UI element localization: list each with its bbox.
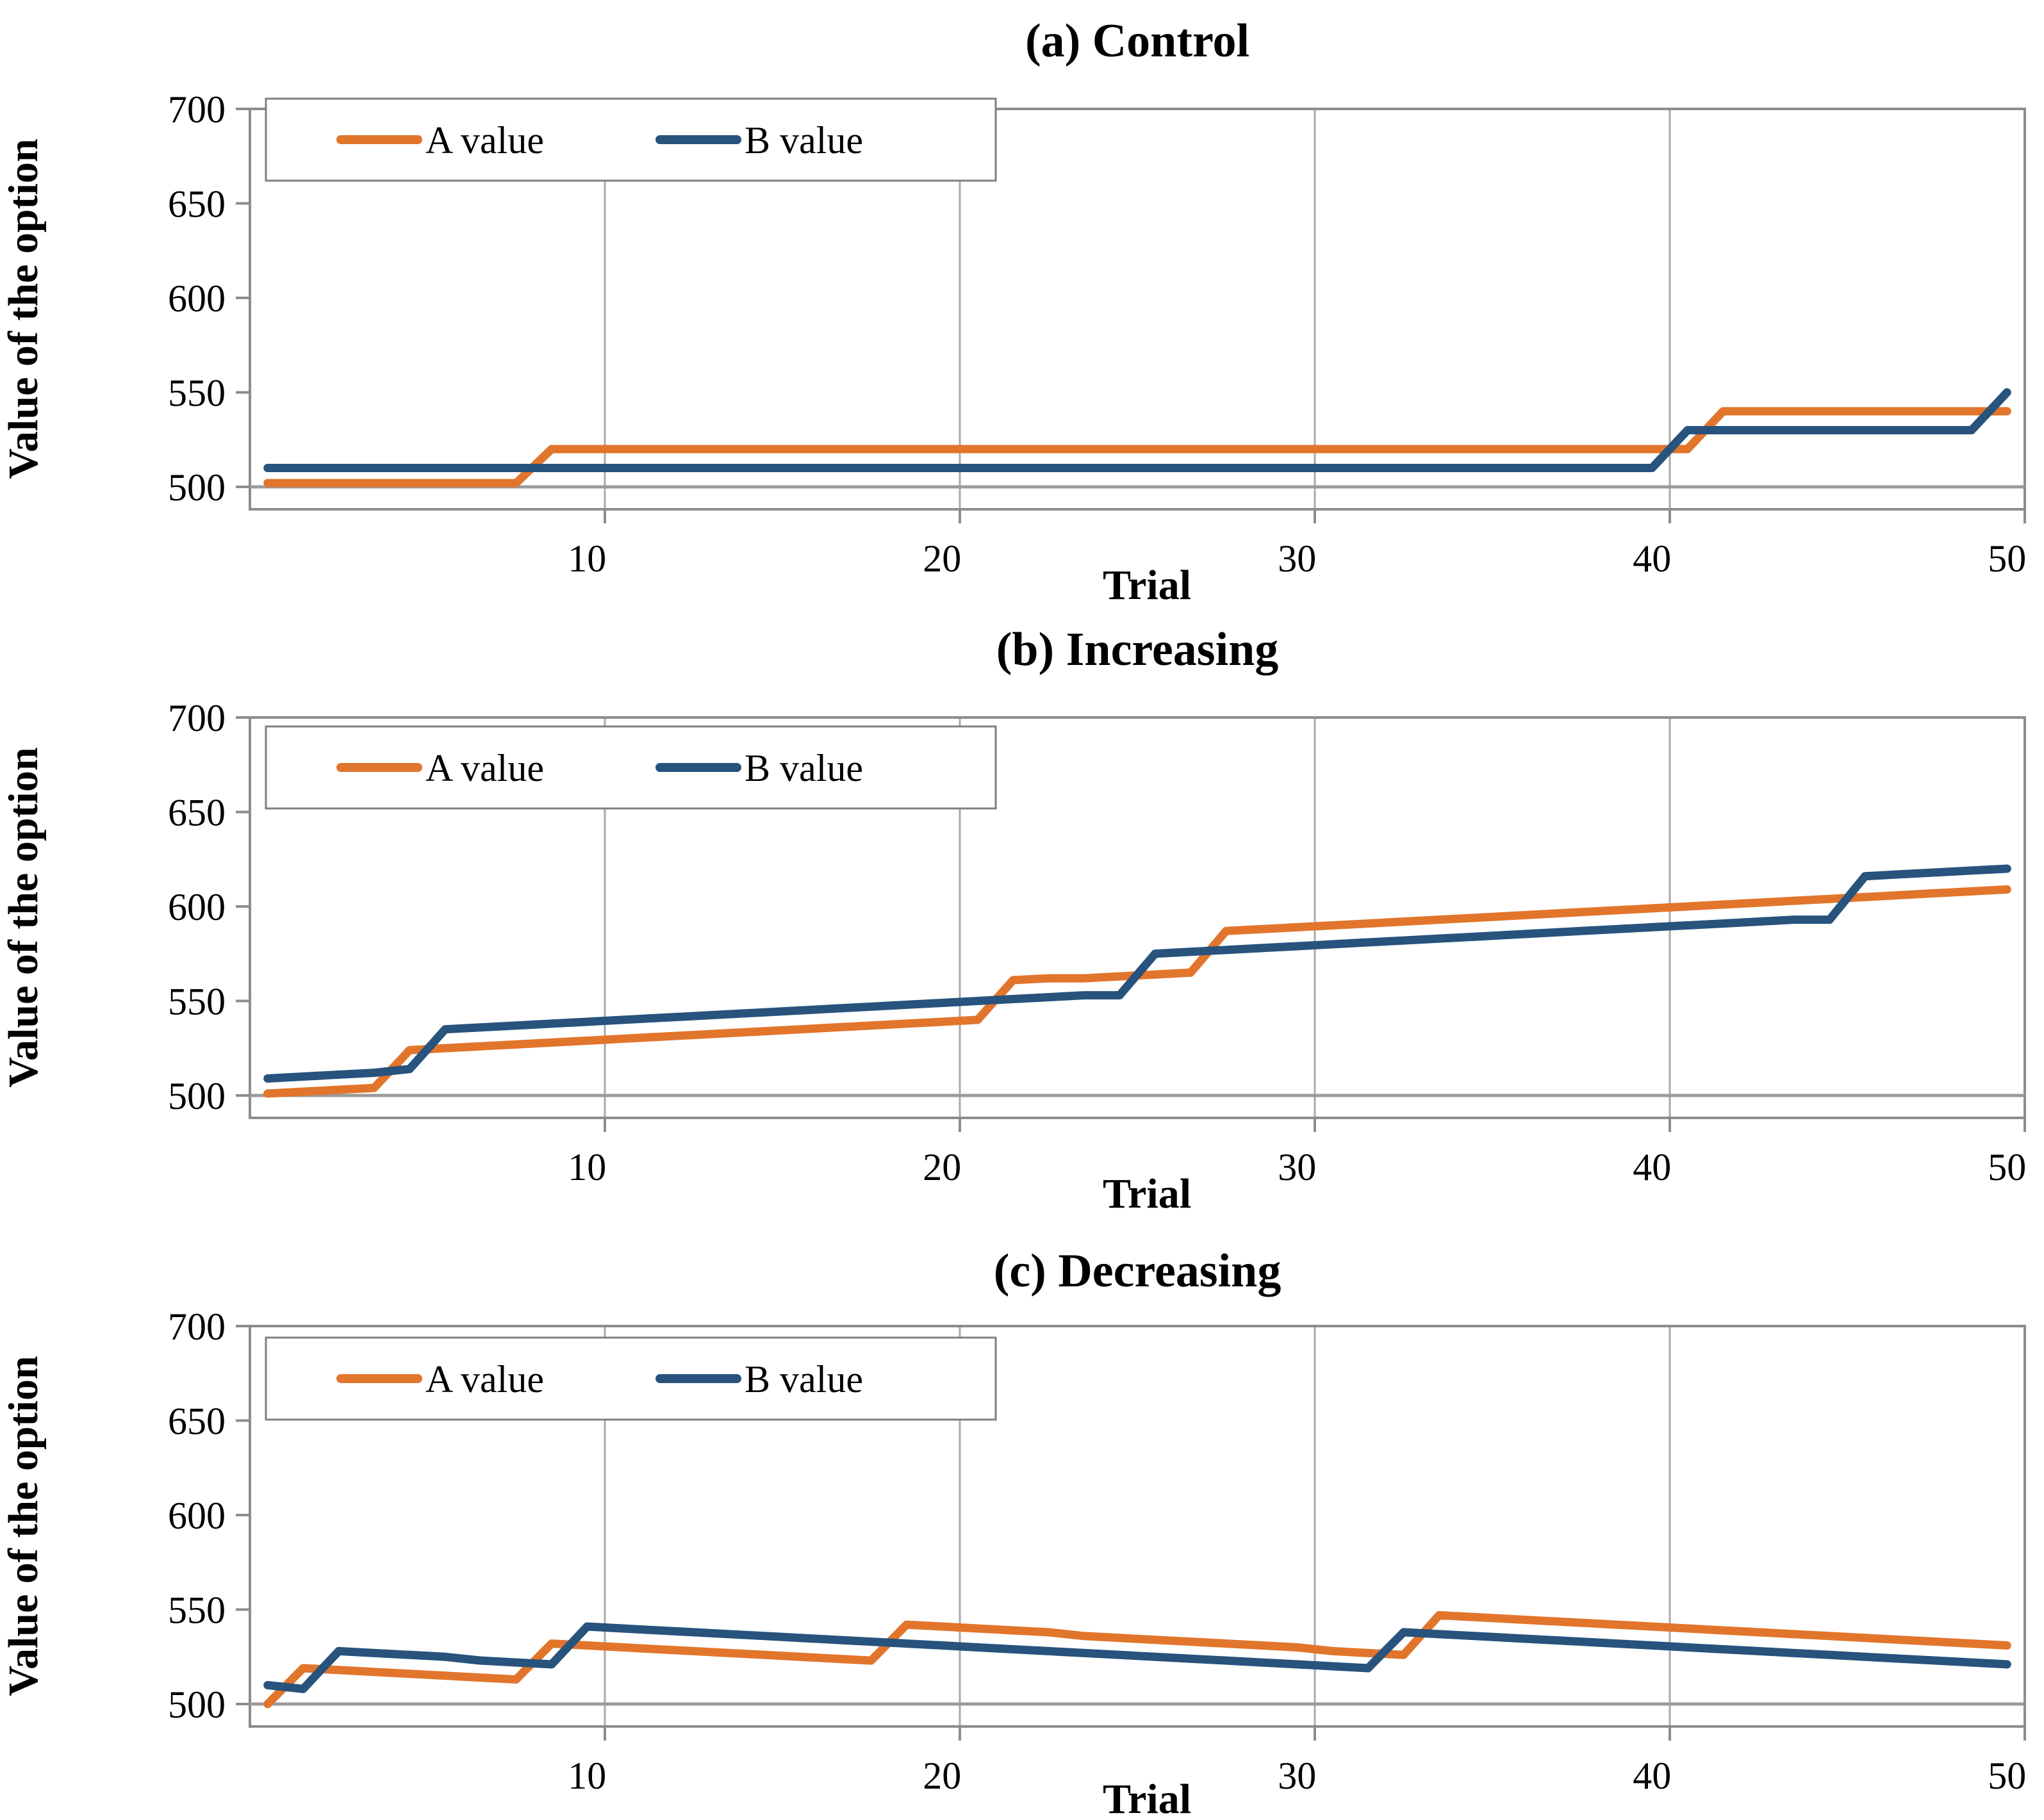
- series-a-value-line: [263, 1611, 2011, 1709]
- chart-title: (c) Decreasing: [994, 1245, 1282, 1297]
- x-axis-title: Trial: [1103, 1776, 1191, 1820]
- plot-border: [249, 1325, 2026, 1728]
- legend-label-a: A value: [425, 747, 544, 789]
- y-tick-label-650: 650: [168, 1400, 226, 1443]
- plot-border: [249, 716, 2026, 1119]
- x-axis-title: Trial: [1103, 1170, 1191, 1217]
- x-tick-label-30: 30: [1278, 537, 1316, 580]
- y-tick-label-550: 550: [168, 1589, 226, 1632]
- y-tick-label-600: 600: [168, 1495, 226, 1537]
- y-tick-label-600: 600: [168, 277, 226, 320]
- x-tick-label-20: 20: [923, 1146, 961, 1188]
- x-axis-title: Trial: [1103, 562, 1191, 609]
- x-tick-label-50: 50: [1988, 1146, 2026, 1188]
- x-tick-label-40: 40: [1633, 1146, 1671, 1188]
- x-tick-label-30: 30: [1278, 1146, 1316, 1188]
- x-tick-label-50: 50: [1988, 537, 2026, 580]
- x-tick-label-10: 10: [568, 537, 606, 580]
- y-tick-label-700: 700: [168, 88, 226, 131]
- y-axis-title: Value of the option: [0, 1356, 47, 1696]
- y-tick-label-700: 700: [168, 697, 226, 739]
- chart-title: (a) Control: [1025, 15, 1249, 67]
- series-a-value-line: [263, 407, 2011, 488]
- legend-label-a: A value: [425, 119, 544, 161]
- chart-b-plot-generated: 500 550 600 650 700 10 20 30 40 50: [168, 697, 2026, 1188]
- x-tick-label-10: 10: [568, 1146, 606, 1188]
- y-tick-label-650: 650: [168, 183, 226, 225]
- series-b-value-line: [263, 1622, 2011, 1693]
- legend-label-b: B value: [745, 747, 863, 789]
- y-tick-label-500: 500: [168, 466, 226, 509]
- panel-a-control: 500 550 600 650 700 10 20 30 40 50 (a) Control Va…: [0, 0, 2044, 609]
- y-tick-label-600: 600: [168, 886, 226, 928]
- y-tick-label-500: 500: [168, 1684, 226, 1726]
- y-tick-label-550: 550: [168, 981, 226, 1023]
- x-tick-label-40: 40: [1633, 537, 1671, 580]
- legend: A value B value: [265, 1336, 997, 1421]
- panel-b-increasing: 500 550 600 650 700 10 20 30 40 50 (b) Increasing…: [0, 609, 2044, 1217]
- legend-label-a: A value: [425, 1358, 544, 1400]
- y-axis-title: Value of the option: [0, 747, 47, 1087]
- y-tick-label-550: 550: [168, 372, 226, 414]
- legend-label-b: B value: [745, 119, 863, 161]
- x-tick-label-20: 20: [923, 537, 961, 580]
- y-axis-title: Value of the option: [0, 138, 47, 479]
- legend: A value B value: [265, 725, 997, 810]
- chart-title: (b) Increasing: [996, 623, 1279, 676]
- y-tick-label-650: 650: [168, 792, 226, 834]
- plot-border: [249, 108, 2026, 511]
- chart-a-svg: 500 550 600 650 700 10 20 30 40 50 (a) Control Va…: [0, 15, 2026, 609]
- x-tick-label-10: 10: [568, 1755, 606, 1797]
- legend: A value B value: [265, 97, 997, 182]
- x-tick-label-40: 40: [1633, 1755, 1671, 1797]
- x-tick-label-50: 50: [1988, 1755, 2026, 1797]
- chart-c-svg: 500 550 600 650 700 10 20 30 40 50 (c) Decreasing…: [0, 1245, 2026, 1820]
- chart-b-svg: 500 550 600 650 700 10 20 30 40 50 (b) Increasing…: [0, 623, 2026, 1217]
- y-tick-label-700: 700: [168, 1306, 226, 1348]
- legend-label-b: B value: [745, 1358, 863, 1400]
- x-tick-label-30: 30: [1278, 1755, 1316, 1797]
- chart-c-plot-generated: 500 550 600 650 700 10 20 30 40 50: [168, 1306, 2026, 1797]
- series-b-value-line: [263, 864, 2011, 1083]
- series-b-value-line: [263, 388, 2011, 472]
- chart-a-plot-generated: 500 550 600 650 700 10 20 30 40 50: [168, 88, 2026, 580]
- x-tick-label-20: 20: [923, 1755, 961, 1797]
- y-tick-label-500: 500: [168, 1075, 226, 1117]
- panel-c-decreasing: 500 550 600 650 700 10 20 30 40 50 (c) Decreasing…: [0, 1217, 2044, 1820]
